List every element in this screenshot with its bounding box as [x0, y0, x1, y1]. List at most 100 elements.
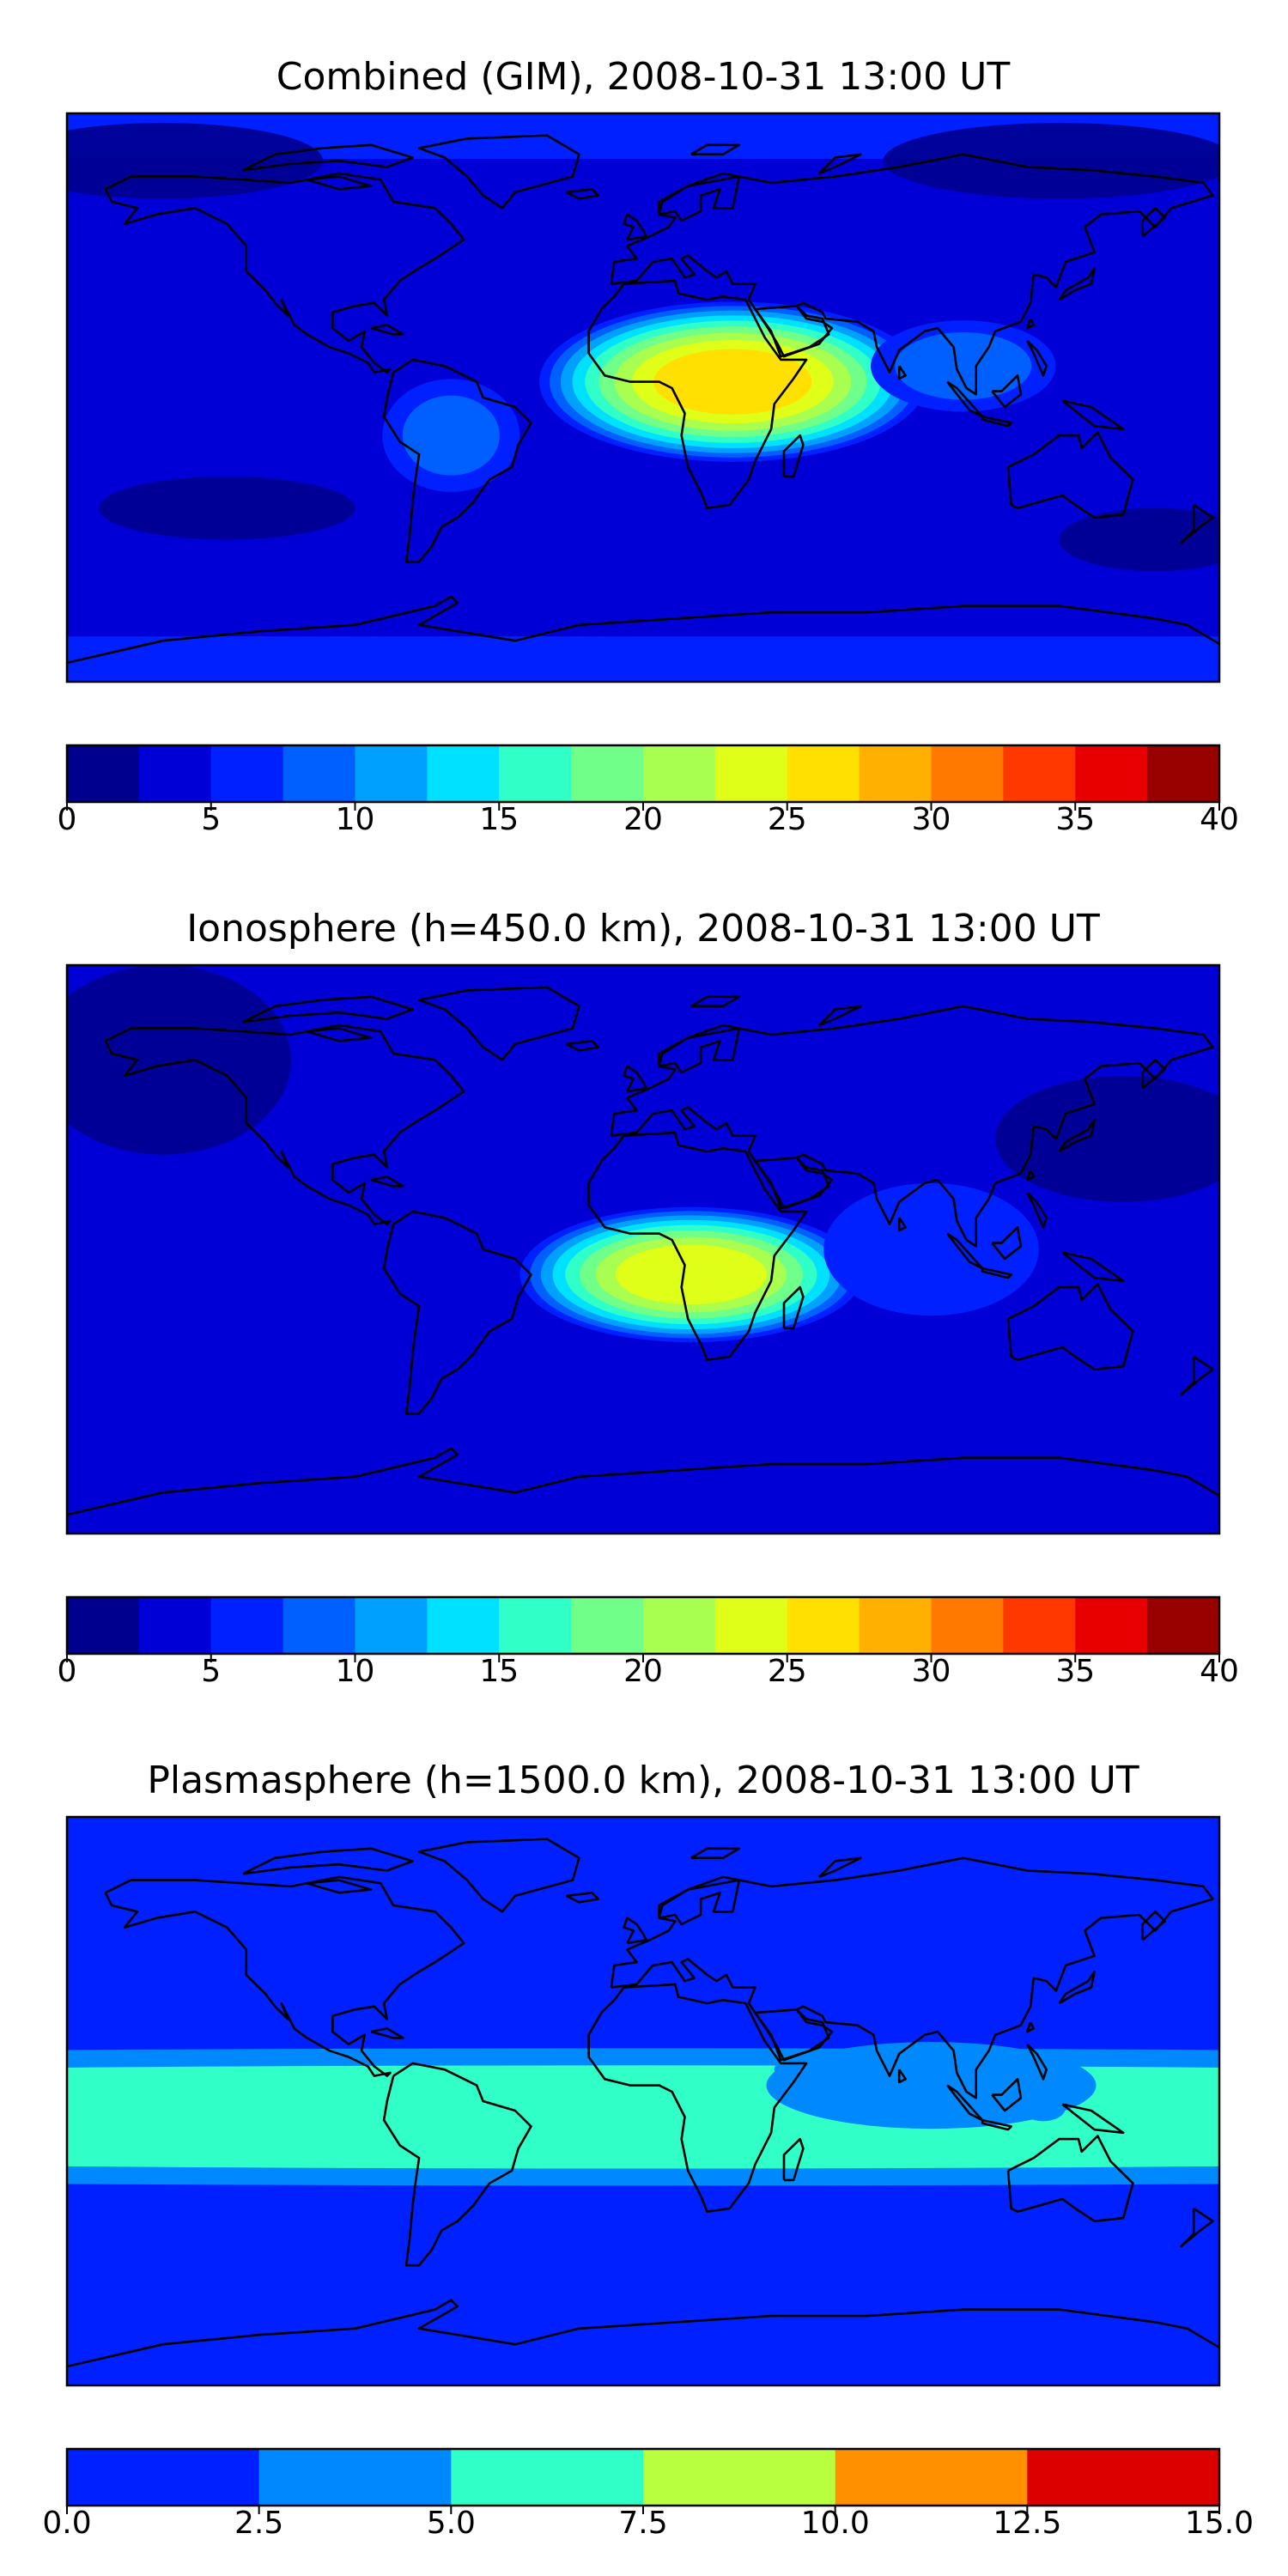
- colorbar-segment: [571, 1597, 644, 1654]
- colorbar-segment: [67, 745, 140, 802]
- panel-title: Plasmasphere (h=1500.0 km), 2008-10-31 1…: [147, 1759, 1139, 1802]
- coastline: [1026, 318, 1036, 330]
- coastline: [897, 365, 907, 380]
- coastline: [754, 305, 830, 358]
- coastline: [307, 175, 373, 191]
- contour-band: [995, 1075, 1219, 1202]
- contour-band: [615, 1244, 768, 1305]
- colorbar-ticks: 0 5 10 15 20 25 30 35 40: [58, 1654, 1239, 1689]
- coastline: [1006, 1283, 1134, 1371]
- coastline: [417, 1838, 580, 1913]
- colorbar-ticks: 0.0 2.5 5.0 7.5 10.0 12.5 15.0: [42, 2506, 1254, 2541]
- coastline: [981, 1267, 1012, 1279]
- colorbar-segment: [355, 745, 428, 802]
- contour-band: [766, 2042, 1097, 2129]
- coastline: [991, 2078, 1023, 2112]
- coastline: [587, 279, 808, 509]
- colorbar-tick-label: 35: [1055, 802, 1095, 837]
- colorbar-segment: [427, 1597, 500, 1654]
- coastline: [587, 1983, 808, 2213]
- coastline: [897, 1217, 907, 1232]
- colorbar-ionosphere: [65, 1595, 1221, 1662]
- colorbar-segment: [210, 745, 284, 802]
- coastline: [658, 1879, 741, 1926]
- coastlines: [67, 986, 1219, 1516]
- panel-ionosphere: Ionosphere (h=450.0 km), 2008-10-31 13:0…: [58, 907, 1239, 1689]
- coastline: [1180, 2207, 1214, 2248]
- coastline: [610, 153, 1214, 396]
- coastline: [1026, 339, 1048, 377]
- colorbar-segment: [1003, 745, 1076, 802]
- coastline: [818, 1856, 862, 1879]
- colorbar-tick-label: 0: [58, 802, 77, 837]
- colorbar-tick-label: 15: [479, 1654, 519, 1689]
- colorbar-tick-label: 0: [58, 1654, 77, 1689]
- coastline: [818, 153, 862, 175]
- colorbar-segment: [138, 745, 212, 802]
- colorbar-tick-label: 10.0: [801, 2506, 870, 2541]
- colorbar-tick-label: 20: [623, 802, 663, 837]
- coastline: [690, 995, 741, 1008]
- colorbar-tick-label: 15.0: [1185, 2506, 1254, 2541]
- colorbar-tick-label: 40: [1200, 802, 1239, 837]
- panel-plasmasphere: Plasmasphere (h=1500.0 km), 2008-10-31 1…: [42, 1759, 1254, 2541]
- coastline: [1058, 1118, 1096, 1153]
- colorbar-tick-label: 25: [768, 802, 807, 837]
- coastline: [382, 2062, 532, 2267]
- coastline: [991, 374, 1023, 409]
- colorbar-segment: [859, 745, 932, 802]
- coastline: [565, 188, 600, 200]
- map-field-ionosphere: [67, 965, 1219, 1534]
- colorbar-tick-label: 7.5: [618, 2506, 667, 2541]
- colorbar-tick-label: 12.5: [993, 2506, 1061, 2541]
- contour-band: [653, 349, 812, 415]
- panel-title: Ionosphere (h=450.0 km), 2008-10-31 13:0…: [186, 907, 1100, 951]
- coastline: [417, 986, 580, 1061]
- coastline: [417, 134, 580, 210]
- coastline: [1006, 2135, 1134, 2223]
- contour-layer: [67, 123, 1219, 637]
- coastline: [104, 172, 465, 374]
- colorbar-segment: [499, 745, 572, 802]
- coastline: [623, 1065, 647, 1093]
- coastline: [1026, 1191, 1048, 1229]
- coastline: [382, 358, 532, 563]
- coastlines: [67, 1838, 1219, 2368]
- colorbar-tick-label: 25: [768, 1654, 807, 1689]
- map-frame: [65, 112, 1221, 683]
- colorbar-segment: [355, 1597, 428, 1654]
- coastline: [1026, 1170, 1036, 1182]
- coastline: [754, 1157, 830, 1210]
- panel-title: Combined (GIM), 2008-10-31 13:00 UT: [276, 55, 1011, 99]
- colorbar-tick-label: 30: [912, 802, 951, 837]
- colorbar-segment: [787, 1597, 860, 1654]
- colorbar-plasmasphere: [65, 2447, 1221, 2514]
- coastline: [242, 995, 414, 1024]
- colorbar-segment: [138, 1597, 212, 1654]
- contour-band: [883, 123, 1219, 199]
- coastline: [1061, 2103, 1125, 2135]
- colorbar-segment: [67, 2449, 260, 2506]
- colorbar-tick-label: 30: [912, 1654, 951, 1689]
- coastline: [818, 1005, 862, 1027]
- coastline: [1141, 1911, 1166, 1941]
- colorbar-tick-label: 10: [336, 802, 375, 837]
- coastline: [1141, 1059, 1166, 1090]
- colorbar-segment: [931, 1597, 1004, 1654]
- coastline: [1061, 1251, 1125, 1283]
- colorbar-tick-label: 15: [479, 802, 519, 837]
- colorbar-segment: [931, 745, 1004, 802]
- coastline: [782, 1285, 805, 1330]
- contour-band: [67, 965, 291, 1155]
- colorbar-segment: [210, 1597, 284, 1654]
- colorbar-combined: [65, 744, 1221, 811]
- coastline: [104, 1875, 465, 2077]
- coastline: [242, 1847, 414, 1875]
- coastline: [897, 2069, 907, 2084]
- coastline: [690, 1847, 741, 1860]
- coastline: [382, 1210, 532, 1415]
- coastline: [370, 1176, 404, 1188]
- colorbar-segment: [643, 745, 716, 802]
- colorbar-segment: [714, 1597, 788, 1654]
